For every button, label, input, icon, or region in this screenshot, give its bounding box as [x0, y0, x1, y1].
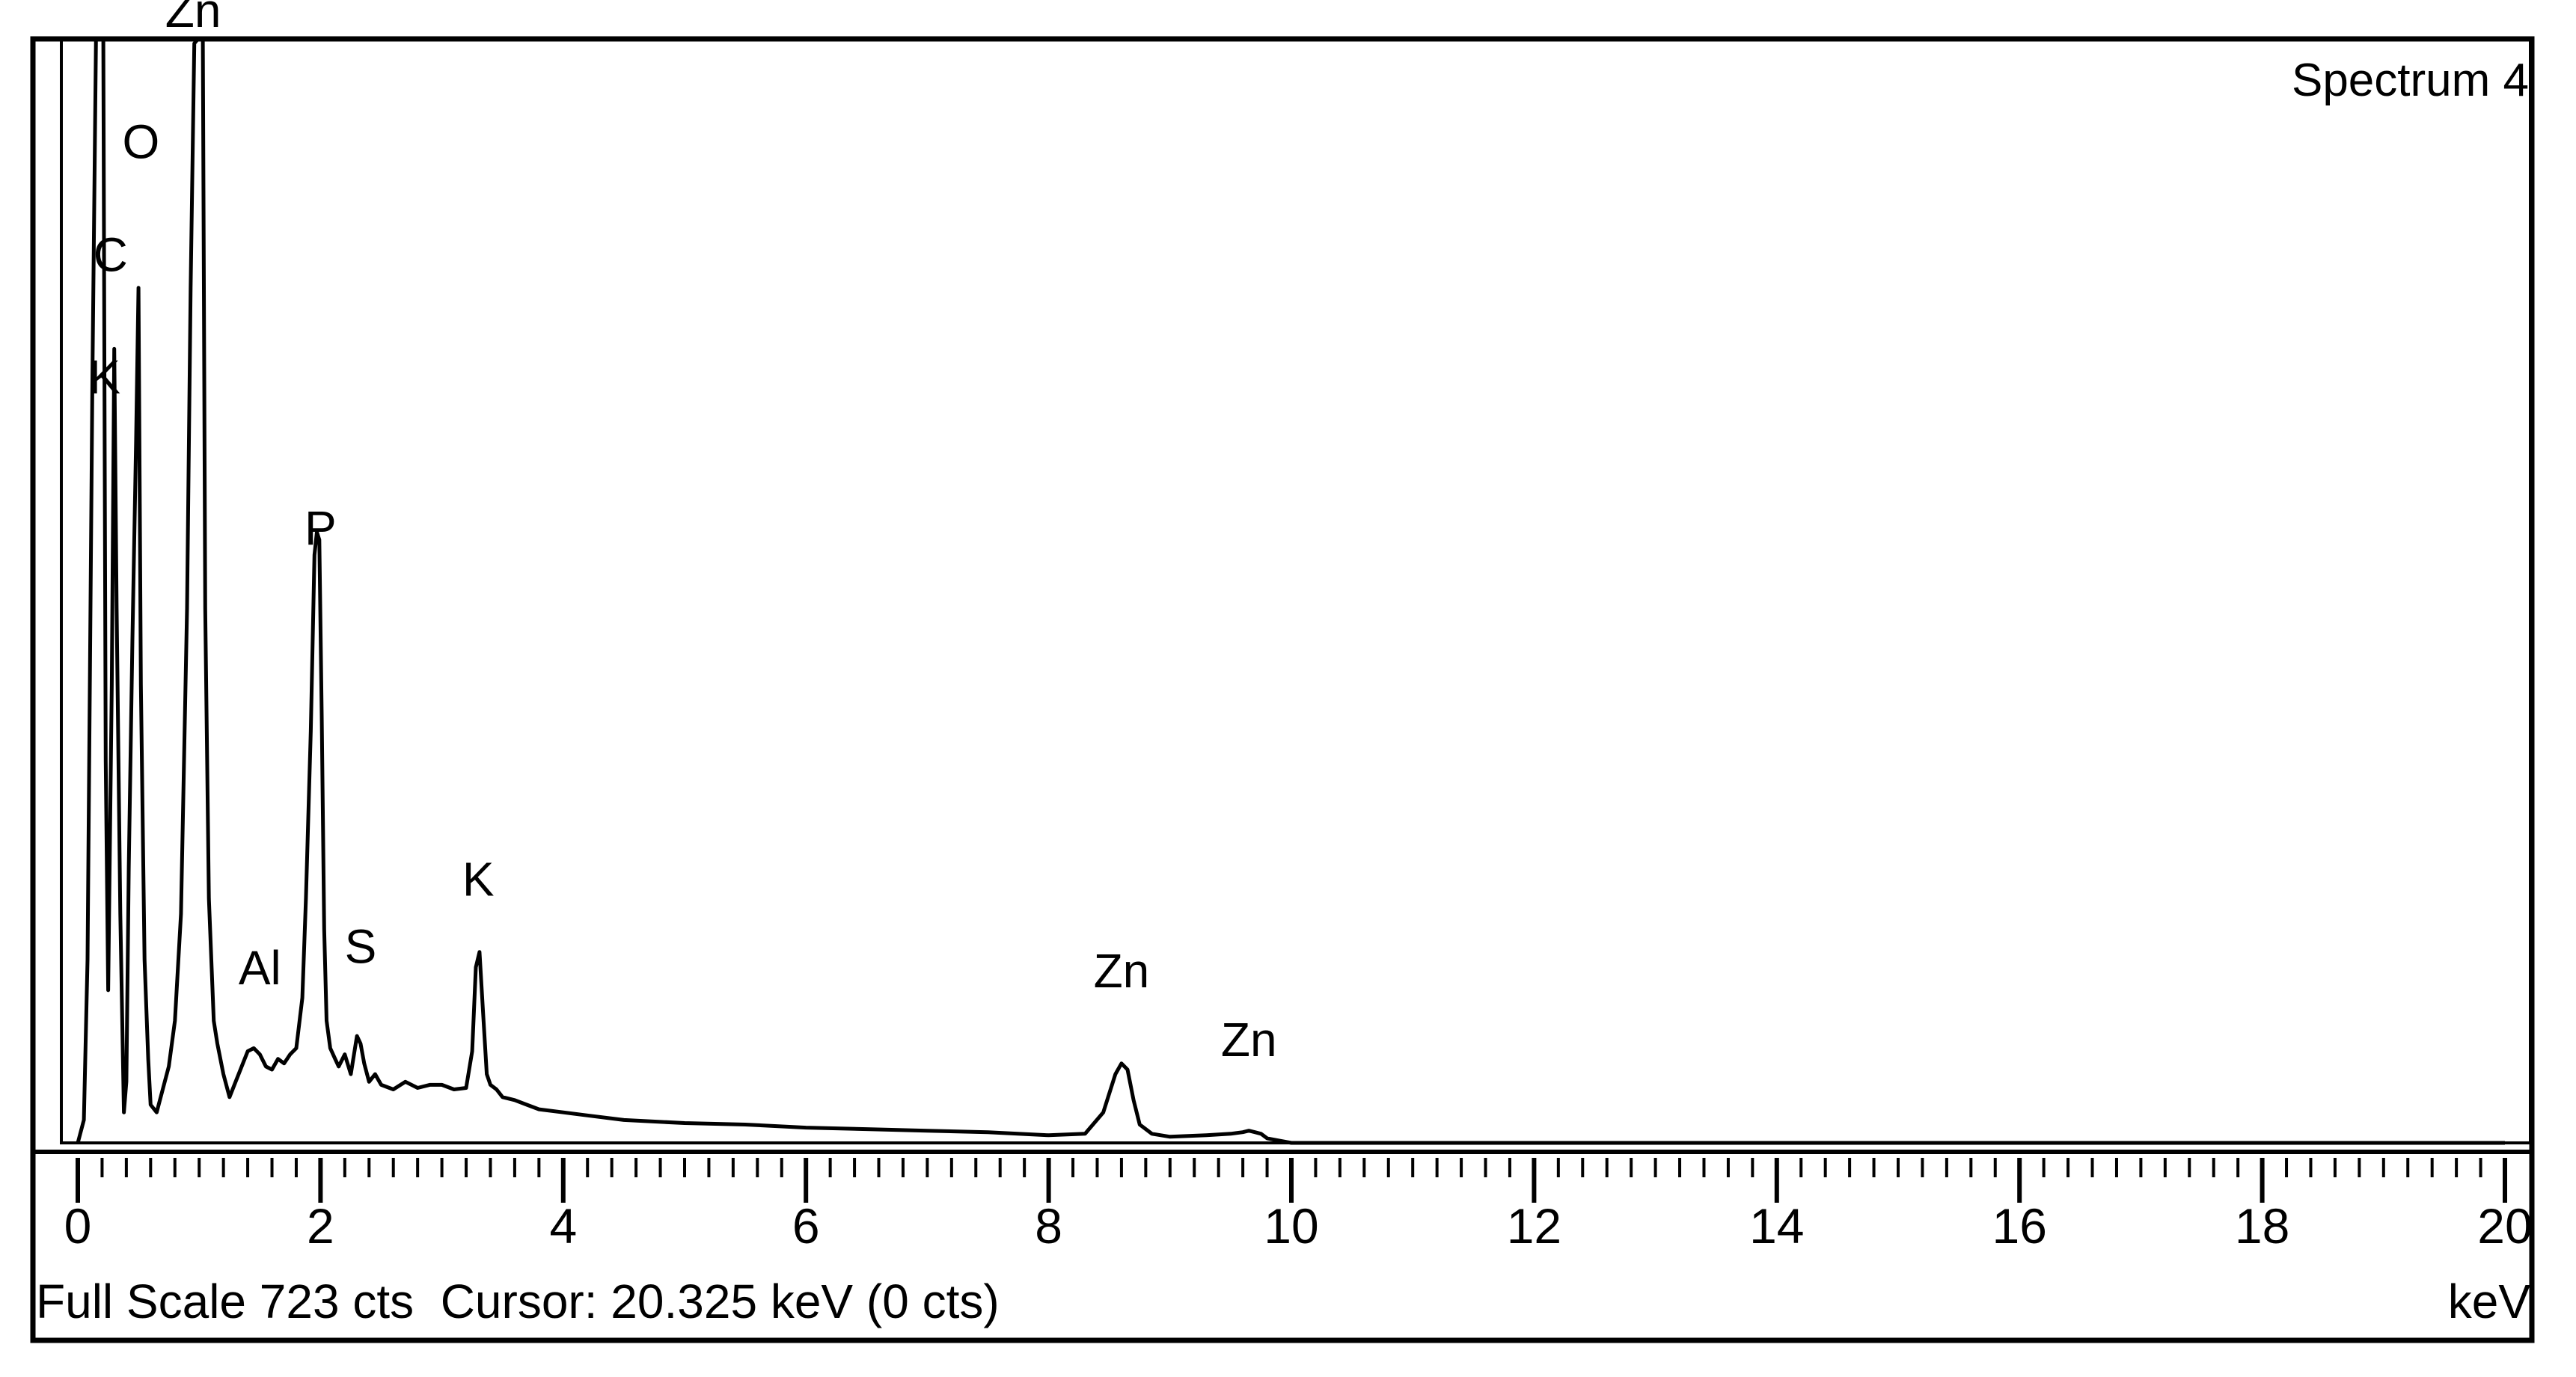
chart-frame	[30, 36, 2535, 1343]
status-bar-text: Full Scale 723 cts Cursor: 20.325 keV (0…	[36, 1275, 1000, 1328]
spectrum-trace	[76, 37, 2505, 1145]
x-tick-label: 0	[64, 1198, 92, 1254]
x-tick-label: 20	[2477, 1198, 2532, 1254]
peak-label: Al	[239, 941, 281, 995]
x-tick-label: 12	[1507, 1198, 1561, 1254]
x-tick-label: 6	[792, 1198, 820, 1254]
peak-label: K	[462, 853, 495, 907]
peak-label: P	[305, 501, 337, 555]
x-ticks: 0 2 4 6 8 10 12 14 16 18 20	[64, 1158, 2533, 1254]
peak-label: Zn	[1094, 944, 1150, 998]
x-tick-label: 16	[1992, 1198, 2046, 1254]
x-tick-label: 18	[2235, 1198, 2289, 1254]
peak-label: O	[122, 115, 159, 169]
peak-label: S	[345, 919, 377, 973]
peak-label: C	[94, 228, 128, 282]
x-tick-label: 10	[1264, 1198, 1318, 1254]
x-tick-label: 4	[549, 1198, 577, 1254]
peak-label: Zn	[1221, 1013, 1277, 1067]
x-tick-label: 8	[1035, 1198, 1062, 1254]
chart-title: Spectrum 4	[2292, 55, 2529, 106]
x-tick-label: 2	[307, 1198, 334, 1254]
x-axis-label: keV	[2448, 1275, 2531, 1328]
spectrum-layer	[76, 37, 2505, 1145]
peak-label: K	[88, 350, 120, 404]
peak-label: Zn	[165, 0, 221, 37]
x-tick-label: 14	[1749, 1198, 1804, 1254]
peak-labels: Zn O C K P Al S K Zn Zn	[88, 0, 1276, 1067]
